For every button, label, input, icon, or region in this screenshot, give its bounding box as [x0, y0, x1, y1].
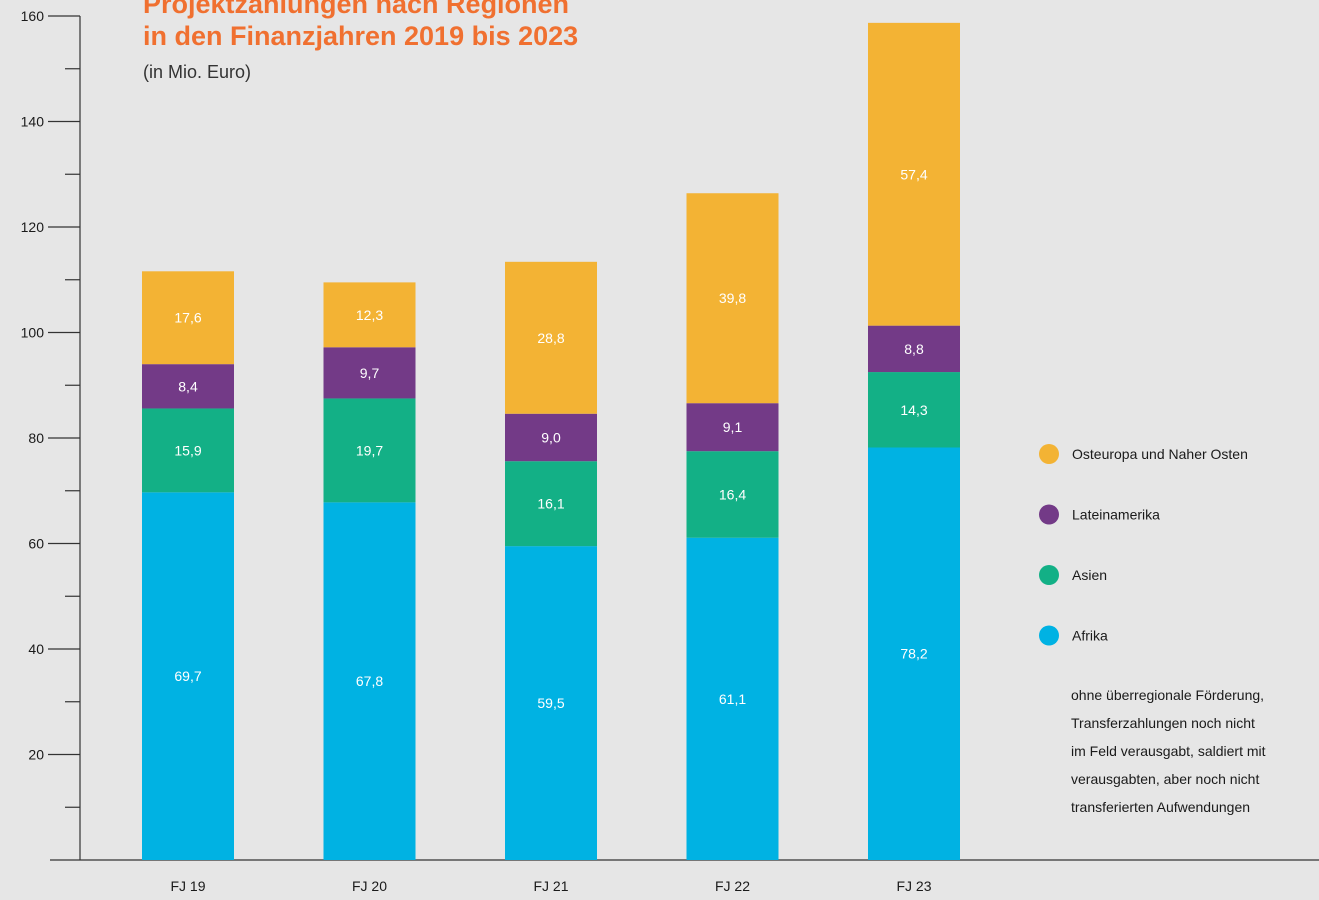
value-label: 12,3	[356, 307, 383, 323]
chart-title: Projektzahlungen nach Regionen	[143, 0, 569, 19]
y-tick-label: 160	[21, 8, 45, 24]
legend-label: Lateinamerika	[1072, 507, 1160, 523]
bar-segment	[868, 447, 960, 860]
legend-swatch	[1039, 504, 1059, 525]
value-label: 78,2	[900, 646, 927, 662]
value-label: 19,7	[356, 442, 383, 458]
value-label: 9,0	[541, 429, 561, 445]
y-tick-label: 20	[28, 747, 44, 763]
value-label: 57,4	[900, 166, 927, 182]
bar-segment	[686, 193, 779, 404]
value-label: 14,3	[900, 402, 927, 418]
bar-segment	[323, 398, 416, 503]
legend-label: Osteuropa und Naher Osten	[1072, 446, 1248, 462]
y-tick-label: 100	[21, 325, 45, 341]
value-label: 15,9	[174, 442, 201, 458]
bar-segment	[323, 502, 416, 860]
value-label: 69,7	[174, 668, 201, 684]
bar-segment	[868, 325, 960, 373]
bar-segment	[686, 403, 779, 452]
value-label: 9,7	[360, 365, 380, 381]
value-label: 16,1	[537, 496, 564, 512]
x-tick-label: FJ 19	[170, 878, 205, 894]
y-tick-label: 40	[28, 641, 44, 657]
value-label: 16,4	[719, 486, 746, 502]
value-label: 59,5	[537, 695, 564, 711]
chart-subtitle: (in Mio. Euro)	[143, 62, 251, 82]
bar-segment	[868, 22, 960, 326]
value-label: 9,1	[723, 419, 743, 435]
legend-swatch	[1039, 625, 1059, 646]
bar-segment	[686, 537, 779, 860]
x-tick-label: FJ 20	[352, 878, 387, 894]
legend-swatch	[1039, 444, 1059, 464]
legend-label: Afrika	[1072, 628, 1108, 644]
bar-segment	[505, 546, 597, 860]
value-label: 28,8	[537, 330, 564, 346]
note-line: ohne überregionale Förderung,	[1071, 687, 1264, 703]
bar-segment	[505, 413, 597, 462]
note-line: transferierten Aufwendungen	[1071, 799, 1250, 815]
value-label: 17,6	[174, 310, 201, 326]
bar-segment	[142, 271, 234, 365]
y-tick-label: 120	[21, 219, 45, 235]
bar-segment	[142, 408, 234, 493]
chart-title: in den Finanzjahren 2019 bis 2023	[143, 21, 578, 51]
y-tick-label: 140	[21, 114, 45, 130]
bar-segment	[686, 451, 779, 538]
y-tick-label: 80	[28, 430, 44, 446]
note-line: Transferzahlungen noch nicht	[1071, 715, 1255, 731]
value-label: 61,1	[719, 691, 746, 707]
bar-segment	[142, 492, 234, 860]
note-line: verausgabten, aber noch nicht	[1071, 771, 1259, 787]
legend-label: Asien	[1072, 567, 1107, 583]
y-tick-label: 60	[28, 536, 44, 552]
value-label: 39,8	[719, 290, 746, 306]
value-label: 8,8	[904, 341, 924, 357]
x-tick-label: FJ 21	[533, 878, 568, 894]
x-tick-label: FJ 23	[896, 878, 931, 894]
bar-segment	[323, 282, 416, 348]
bar-segment	[505, 261, 597, 414]
x-tick-label: FJ 22	[715, 878, 750, 894]
bar-segment	[142, 364, 234, 409]
legend-swatch	[1039, 565, 1059, 585]
bar-segment	[505, 461, 597, 547]
bar-segment	[868, 372, 960, 448]
bar-segment	[323, 347, 416, 399]
value-label: 8,4	[178, 378, 198, 394]
note-line: im Feld verausgabt, saldiert mit	[1071, 743, 1266, 759]
value-label: 67,8	[356, 673, 383, 689]
